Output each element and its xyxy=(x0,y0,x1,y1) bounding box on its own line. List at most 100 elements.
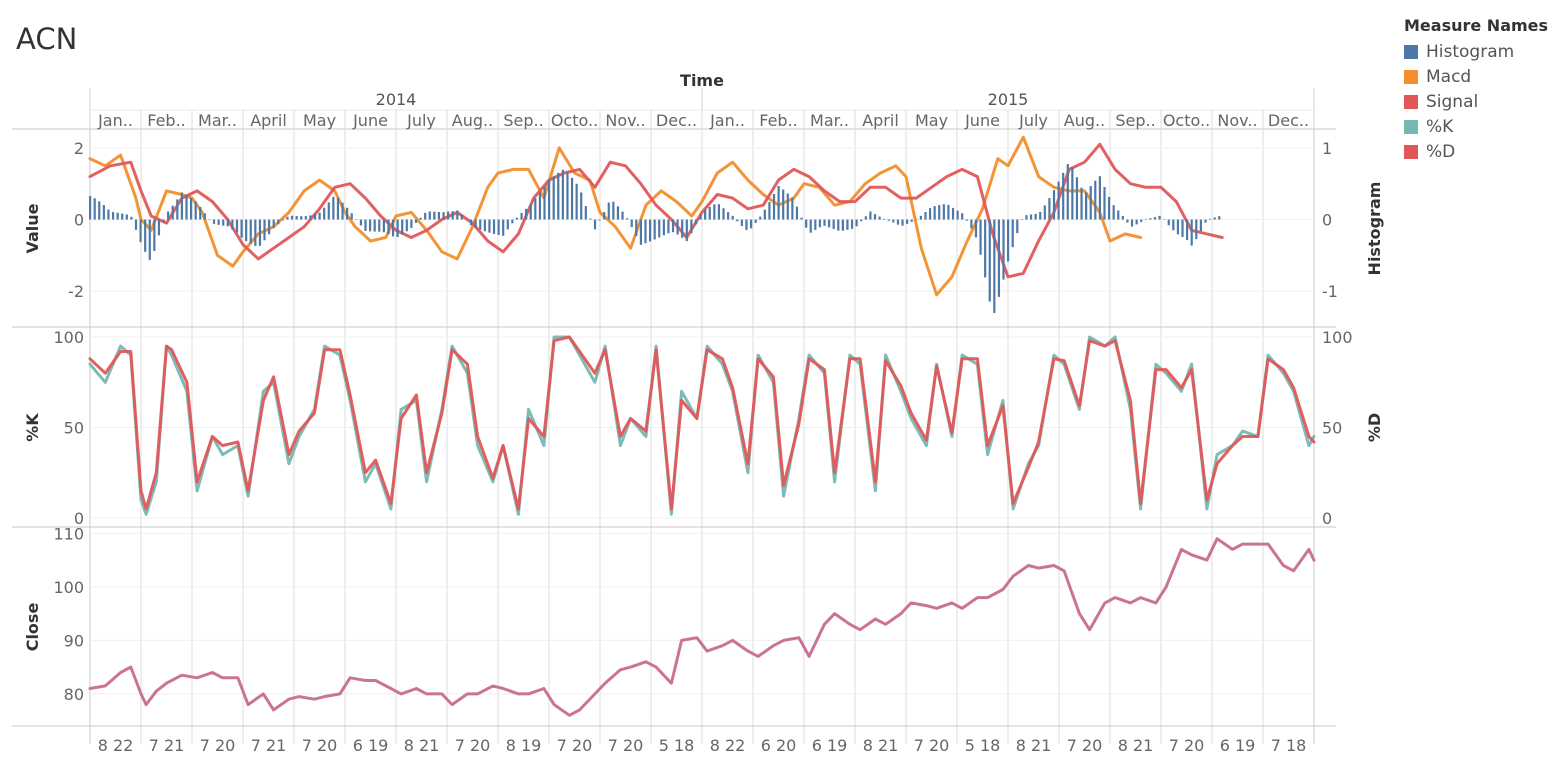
legend-item-macd[interactable]: Macd xyxy=(1404,64,1564,89)
y2-tick-label: 0 xyxy=(1322,211,1332,230)
histogram-bar xyxy=(603,212,606,220)
histogram-bar xyxy=(593,219,597,230)
histogram-bar xyxy=(1135,219,1138,225)
histogram-bar xyxy=(970,219,973,229)
histogram-bar xyxy=(249,219,252,244)
histogram-bar xyxy=(887,219,890,221)
histogram-bar xyxy=(648,219,652,242)
y2-axis-title: Histogram xyxy=(1365,182,1384,276)
y-tick-label: 2 xyxy=(74,139,84,158)
histogram-bar xyxy=(300,216,303,220)
histogram-bar xyxy=(401,219,404,235)
histogram-bar xyxy=(336,197,340,220)
histogram-bar xyxy=(525,208,528,220)
legend-item-d[interactable]: %D xyxy=(1404,139,1564,164)
day-tick-label: 6 20 xyxy=(761,736,797,755)
y-axis-title: Value xyxy=(23,203,42,253)
month-label: Aug.. xyxy=(1064,111,1105,130)
histogram-bar xyxy=(1080,187,1083,220)
x-axis-title: Time xyxy=(680,71,724,90)
histogram-bar xyxy=(323,207,326,220)
histogram-bar xyxy=(630,219,633,228)
histogram-bar xyxy=(566,172,569,220)
y-tick-label: 0 xyxy=(74,211,84,230)
day-tick-label: 5 18 xyxy=(659,736,695,755)
histogram-bar xyxy=(1043,205,1046,220)
histogram-bar xyxy=(456,210,459,220)
histogram-bar xyxy=(240,219,243,238)
histogram-bar xyxy=(768,202,771,220)
y-tick-label: 90 xyxy=(64,631,84,650)
histogram-bar xyxy=(1025,215,1028,220)
y-tick-label: 50 xyxy=(64,419,84,438)
histogram-bar xyxy=(268,219,271,235)
histogram-bar xyxy=(823,219,826,226)
histogram-bar xyxy=(1052,190,1056,220)
y-tick-label: 0 xyxy=(74,509,84,528)
histogram-bar xyxy=(864,216,867,220)
histogram-bar xyxy=(809,219,812,233)
histogram-bar xyxy=(685,219,688,242)
histogram-bar xyxy=(1066,164,1069,220)
histogram-bar xyxy=(667,219,670,234)
histogram-bar xyxy=(176,199,179,220)
histogram-bar xyxy=(451,211,454,220)
histogram-bar xyxy=(272,219,275,228)
legend-item-signal[interactable]: Signal xyxy=(1404,89,1564,114)
month-label: Octo.. xyxy=(551,111,598,130)
histogram-bar xyxy=(148,219,151,260)
month-label: Nov.. xyxy=(1217,111,1257,130)
y-tick-label: 110 xyxy=(53,524,84,543)
day-tick-label: 8 21 xyxy=(404,736,440,755)
histogram-bar xyxy=(965,219,968,221)
legend-label-k: %K xyxy=(1426,116,1454,137)
month-label: Dec.. xyxy=(1268,111,1309,130)
marks-layer xyxy=(88,135,1316,717)
histogram-bar xyxy=(1085,192,1088,220)
histogram-bar xyxy=(1062,172,1065,220)
histogram-bar xyxy=(570,177,574,220)
histogram-bar xyxy=(359,219,363,226)
histogram-bar xyxy=(286,216,289,220)
histogram-bar xyxy=(364,219,367,231)
histogram-bar xyxy=(144,219,147,252)
histogram-bar xyxy=(538,192,542,220)
histogram-bar xyxy=(676,219,679,235)
histogram-bar xyxy=(731,215,734,220)
y2-tick-label: 50 xyxy=(1322,419,1342,438)
histogram-bar xyxy=(832,219,835,229)
histogram-bar xyxy=(1071,167,1074,220)
histogram-bar xyxy=(947,204,950,220)
y-tick-label: 80 xyxy=(64,685,84,704)
histogram-bar xyxy=(98,201,101,220)
series-line-pct-d xyxy=(88,335,1316,511)
histogram-bar xyxy=(704,209,707,220)
legend-item-histogram[interactable]: Histogram xyxy=(1404,39,1564,64)
histogram-bar xyxy=(584,206,587,220)
legend-item-k[interactable]: %K xyxy=(1404,114,1564,139)
histogram-bar xyxy=(313,214,317,220)
histogram-bar xyxy=(212,219,216,224)
histogram-bar xyxy=(1181,219,1184,238)
histogram-bar xyxy=(892,219,895,223)
y2-tick-label: 100 xyxy=(1322,328,1353,347)
histogram-bar xyxy=(915,219,918,221)
legend-label-d: %D xyxy=(1426,141,1456,162)
day-tick-label: 7 20 xyxy=(302,736,338,755)
day-tick-label: 7 20 xyxy=(455,736,491,755)
month-label: Mar.. xyxy=(810,111,849,130)
histogram-bar xyxy=(616,206,620,220)
histogram-bar xyxy=(474,219,477,229)
day-tick-label: 8 22 xyxy=(98,736,134,755)
histogram-bar xyxy=(281,219,284,221)
histogram-bar xyxy=(258,219,262,246)
histogram-bar xyxy=(694,219,698,225)
histogram-bar xyxy=(873,214,877,220)
legend-title: Measure Names xyxy=(1404,16,1549,35)
series-histogram xyxy=(89,164,1221,313)
y-tick-label: -2 xyxy=(68,282,84,301)
day-tick-label: 8 21 xyxy=(863,736,899,755)
month-label: Jan.. xyxy=(97,111,133,130)
histogram-bar xyxy=(754,219,757,223)
